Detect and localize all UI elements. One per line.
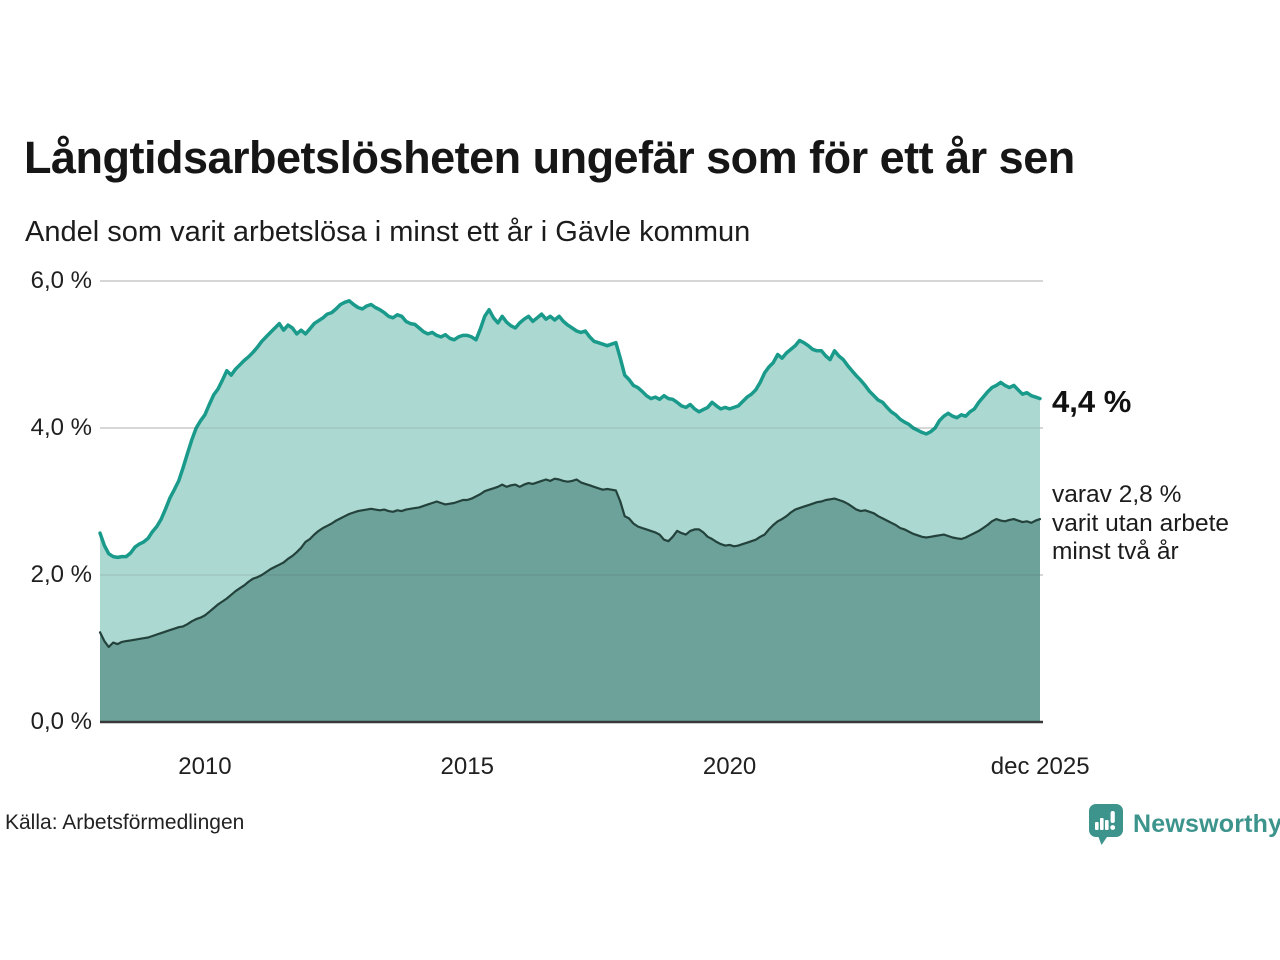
area-chart — [98, 280, 1043, 724]
annotation-label: varav 2,8 % varit utan arbete minst två … — [1052, 481, 1229, 567]
y-tick-label: 4,0 % — [30, 414, 92, 441]
plot-area — [98, 280, 1043, 724]
y-tick-label: 0,0 % — [30, 708, 92, 735]
line-long-term — [98, 299, 1042, 560]
x-tick-label: dec 2025 — [990, 753, 1090, 780]
x-tick-label: 2010 — [178, 753, 232, 780]
x-tick-label: 2020 — [702, 753, 757, 780]
newsworthy-bubble-icon — [1089, 804, 1123, 845]
annotation-line-1: varav 2,8 % — [1052, 481, 1182, 508]
brand-name: Newsworthy — [1133, 810, 1280, 838]
chart-subtitle: Andel som varit arbetslösa i minst ett å… — [25, 216, 751, 248]
brand-logo: Newsworthy — [1088, 803, 1280, 846]
annotation-line-3: minst två år — [1052, 538, 1179, 565]
x-tick-label: 2015 — [440, 753, 494, 780]
y-tick-label: 2,0 % — [30, 561, 92, 588]
annotation-line-2: varit utan arbete — [1052, 509, 1230, 537]
page-title: Långtidsarbetslösheten ungefär som för e… — [24, 132, 1075, 183]
area-very-long-term — [100, 478, 1040, 722]
y-tick-label: 6,0 % — [30, 267, 92, 294]
source-credit: Källa: Arbetsförmedlingen — [5, 811, 245, 834]
line-very-long-term — [98, 477, 1042, 649]
end-value-label: 4,4 % — [1052, 384, 1132, 419]
